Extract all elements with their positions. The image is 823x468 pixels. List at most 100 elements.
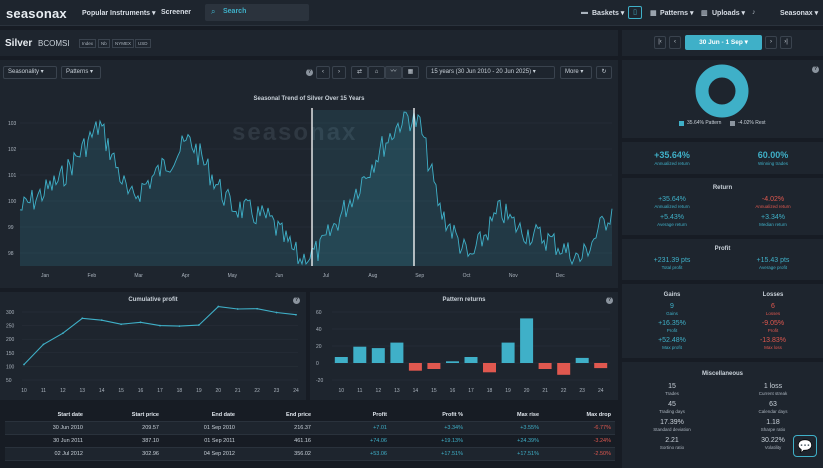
pie-help-icon[interactable]: ? — [812, 66, 819, 73]
next-button[interactable]: › — [765, 36, 777, 49]
prev-period-button[interactable]: |‹ — [654, 36, 666, 49]
table-row[interactable]: 02 Jul 2012 302.96 04 Sep 2012 356.02 +5… — [5, 448, 615, 461]
nav-baskets[interactable]: Baskets ▾ — [592, 10, 625, 17]
table-row[interactable]: 30 Jun 2011 387.10 01 Sep 2011 461.16 +7… — [5, 435, 615, 448]
pattern-bar[interactable] — [501, 342, 515, 363]
home-icon[interactable]: ⌂ — [368, 66, 385, 79]
pattern-bar[interactable] — [353, 346, 367, 363]
cell-start-date: 02 Jul 2012 — [54, 451, 83, 457]
seasonality-dropdown[interactable]: Seasonality ▾ — [3, 66, 57, 79]
cumulative-point — [100, 319, 103, 322]
bell-icon[interactable]: ♪ — [752, 9, 756, 16]
x-tick-label: 23 — [274, 388, 280, 394]
sharpe-label: Sharpe ratio — [760, 427, 786, 432]
cell-max-rise: +3.55% — [520, 425, 539, 431]
compare-icon[interactable]: ⇄ — [351, 66, 368, 79]
streak-label: Current streak — [758, 391, 788, 396]
col-end-date[interactable]: End date — [211, 412, 235, 418]
cell-max-rise: +17.51% — [517, 451, 539, 457]
month-label: Sep — [415, 273, 424, 279]
pattern-bar[interactable] — [334, 357, 348, 363]
return-b-value: -4.02% — [761, 196, 785, 203]
x-tick-label: 19 — [505, 388, 511, 394]
table-header: Start date Start price End date End pric… — [5, 409, 615, 422]
reset-icon[interactable]: ↻ — [596, 66, 612, 79]
chart-prev-button[interactable]: ‹ — [316, 66, 330, 79]
nav-popular-instruments[interactable]: Popular Instruments ▾ — [82, 10, 156, 17]
col-max-drop[interactable]: Max drop — [586, 412, 611, 418]
volatility-value: 30.22% — [761, 437, 785, 444]
losses-count-label: Losses — [765, 311, 781, 316]
line-chart-icon[interactable]: 〰 — [385, 66, 402, 79]
max-profit-label: Max profit — [662, 345, 682, 350]
nav-screener[interactable]: Screener — [161, 9, 191, 16]
pattern-bar[interactable] — [520, 318, 534, 363]
pattern-bar[interactable] — [408, 363, 422, 371]
pattern-bar[interactable] — [446, 361, 459, 363]
logo[interactable]: seasonax — [6, 6, 67, 21]
date-range-select[interactable]: 30 Jun - 1 Sep ▾ — [685, 35, 762, 50]
cumulative-point — [23, 363, 25, 366]
col-profit-pct[interactable]: Profit % — [442, 412, 463, 418]
chat-icon[interactable]: 💬 — [793, 435, 817, 457]
calendar-days-label: Calendar days — [758, 409, 788, 414]
next-period-button[interactable]: ›| — [780, 36, 792, 49]
return-title: Return — [712, 185, 733, 191]
median-return-value: +3.34% — [761, 214, 785, 221]
pattern-bar[interactable] — [390, 342, 404, 363]
cumulative-point — [236, 308, 239, 310]
x-tick-label: 10 — [21, 388, 27, 394]
instrument-name: Silver — [5, 38, 33, 49]
trades-table: Start date Start price End date End pric… — [5, 409, 615, 461]
pattern-bar[interactable] — [557, 363, 571, 375]
col-start-price[interactable]: Start price — [131, 412, 159, 418]
chart-next-button[interactable]: › — [332, 66, 346, 79]
pattern-bar[interactable] — [464, 357, 478, 363]
col-end-price[interactable]: End price — [285, 412, 311, 418]
x-tick-label: 21 — [235, 388, 241, 394]
pattern-bar[interactable] — [538, 363, 552, 369]
stdev-value: 17.39% — [660, 419, 684, 426]
years-dropdown[interactable]: 15 years (30 Jun 2010 - 20 Jun 2025) ▾ — [426, 66, 555, 79]
cell-max-drop: -6.77% — [593, 425, 611, 431]
losses-title: Losses — [762, 292, 784, 298]
search-input[interactable]: ⌕ Search — [205, 4, 309, 21]
month-label: Dec — [556, 273, 565, 279]
patterns-dropdown[interactable]: Patterns ▾ — [61, 66, 101, 79]
x-tick-label: 10 — [338, 388, 344, 394]
month-label: Aug — [368, 273, 377, 279]
col-profit[interactable]: Profit — [372, 412, 387, 418]
return-a-value: +35.64% — [658, 196, 686, 203]
legend-pattern: 35.64% Pattern — [687, 120, 722, 126]
pattern-bar[interactable] — [371, 348, 385, 363]
prev-button[interactable]: ‹ — [669, 36, 681, 49]
cumulative-help-icon[interactable]: ? — [293, 297, 300, 304]
gains-title: Gains — [663, 292, 681, 298]
y-tick-label: 150 — [6, 351, 15, 357]
more-dropdown[interactable]: More ▾ — [560, 66, 592, 79]
nav-user-menu[interactable]: Seasonax ▾ — [780, 10, 819, 17]
bookmark-icon[interactable]: ▯ — [628, 6, 642, 19]
tag-index: Index — [79, 39, 97, 48]
col-max-rise[interactable]: Max rise — [516, 412, 539, 418]
nav-patterns[interactable]: Patterns ▾ — [660, 10, 694, 17]
calendar-icon[interactable]: ▦ — [402, 66, 419, 79]
pattern-bar[interactable] — [594, 363, 608, 369]
y-tick-label: 250 — [6, 324, 15, 330]
cell-profit-pct: +17.51% — [441, 451, 463, 457]
cell-start-date: 30 Jun 2011 — [53, 438, 83, 444]
pattern-bar[interactable] — [483, 363, 496, 373]
cell-start-price: 302.96 — [142, 451, 159, 457]
pattern-bar[interactable] — [575, 357, 589, 363]
col-start-date[interactable]: Start date — [57, 412, 83, 418]
pattern-bar[interactable] — [427, 363, 441, 369]
table-row[interactable]: 30 Jun 2010 209.57 01 Sep 2010 216.37 +7… — [5, 422, 615, 435]
pattern-help-icon[interactable]: ? — [606, 297, 613, 304]
nav-uploads[interactable]: Uploads ▾ — [712, 10, 746, 17]
y-tick-label: 101 — [8, 173, 17, 179]
y-tick-label: 0 — [316, 361, 319, 367]
cell-end-date: 04 Sep 2012 — [203, 451, 235, 457]
month-label: Jul — [323, 273, 329, 279]
help-icon[interactable]: ? — [306, 69, 313, 76]
x-tick-label: 21 — [542, 388, 548, 394]
